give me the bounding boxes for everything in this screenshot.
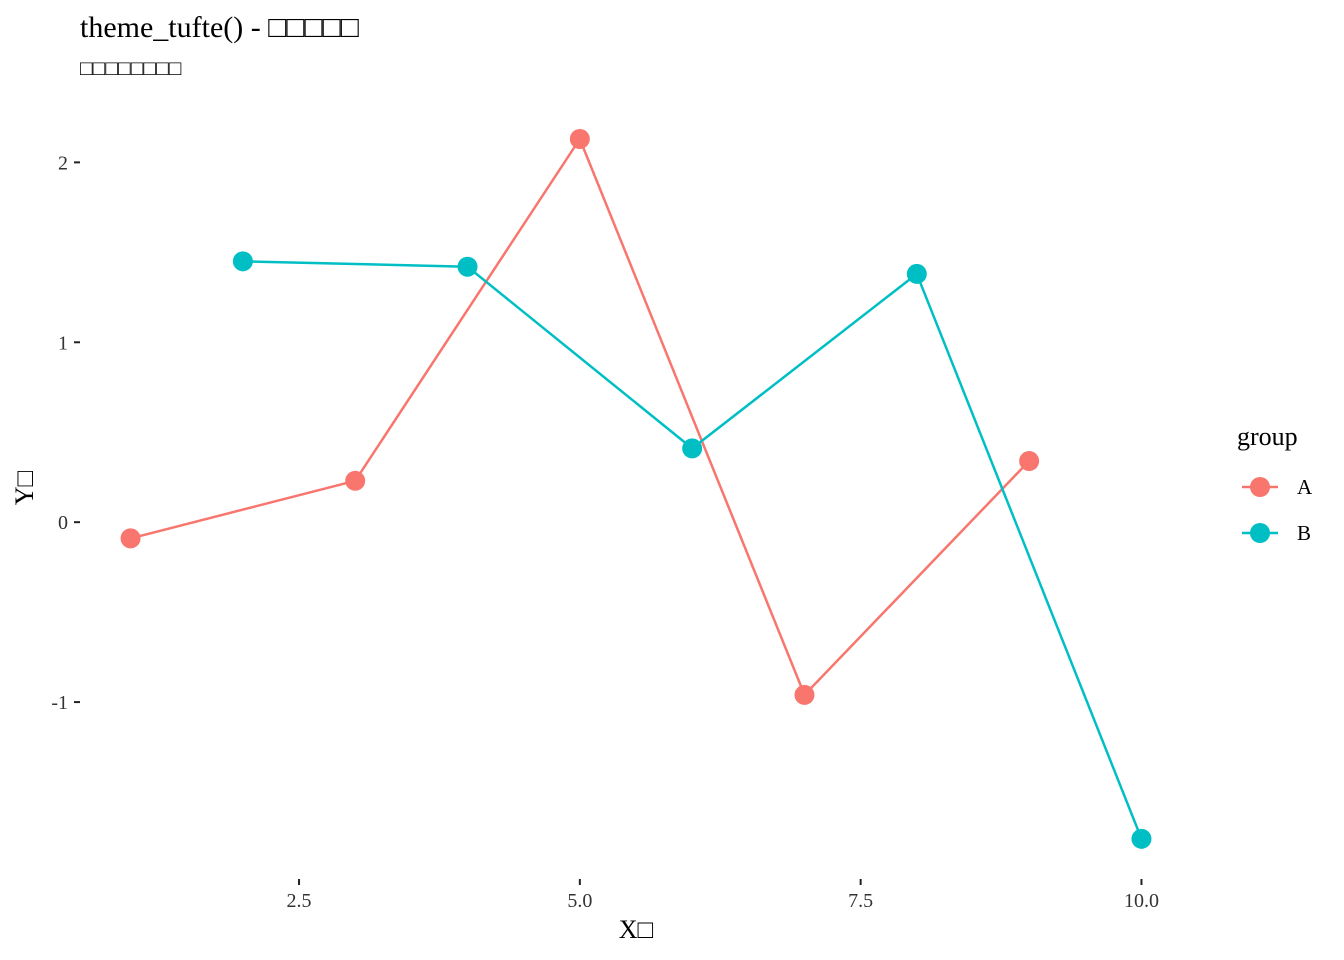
x-tick-label: 10.0: [1124, 890, 1159, 912]
chart-title: theme_tufte() - □□□□□: [80, 11, 360, 44]
x-axis-title: X□: [619, 915, 654, 944]
data-point-a: [120, 528, 141, 549]
data-point-b: [232, 251, 253, 272]
y-axis-title: Y□: [10, 470, 39, 505]
y-tick-label: 2: [58, 152, 68, 174]
legend: group AB: [1237, 422, 1313, 545]
y-tick-label: 1: [58, 332, 68, 354]
legend-title: group: [1237, 422, 1298, 451]
x-tick-label: 5.0: [567, 890, 592, 912]
x-tick-label: 7.5: [848, 890, 873, 912]
data-point-b: [1131, 828, 1152, 849]
legend-label: A: [1297, 475, 1313, 499]
x-tick-label: 2.5: [287, 890, 312, 912]
data-point-a: [1019, 451, 1040, 472]
y-axis: -1 0 1 2: [51, 152, 80, 714]
y-tick-label: 0: [58, 512, 68, 534]
series-line-b: [242, 260, 1143, 840]
data-point-a: [794, 684, 815, 705]
series-line-a: [130, 137, 1031, 697]
x-axis: 2.5 5.0 7.5 10.0: [287, 879, 1159, 912]
y-tick-label: -1: [51, 692, 68, 714]
data-point-b: [906, 263, 927, 284]
chart-subtitle: □□□□□□□□: [80, 56, 182, 80]
data-point-a: [569, 128, 590, 149]
data-point-b: [682, 438, 703, 459]
legend-key-point: [1250, 523, 1270, 543]
data-point-b: [457, 256, 478, 277]
legend-label: B: [1297, 521, 1311, 545]
legend-key-point: [1250, 477, 1270, 497]
data-point-a: [345, 470, 366, 491]
plot-series: [120, 128, 1152, 849]
